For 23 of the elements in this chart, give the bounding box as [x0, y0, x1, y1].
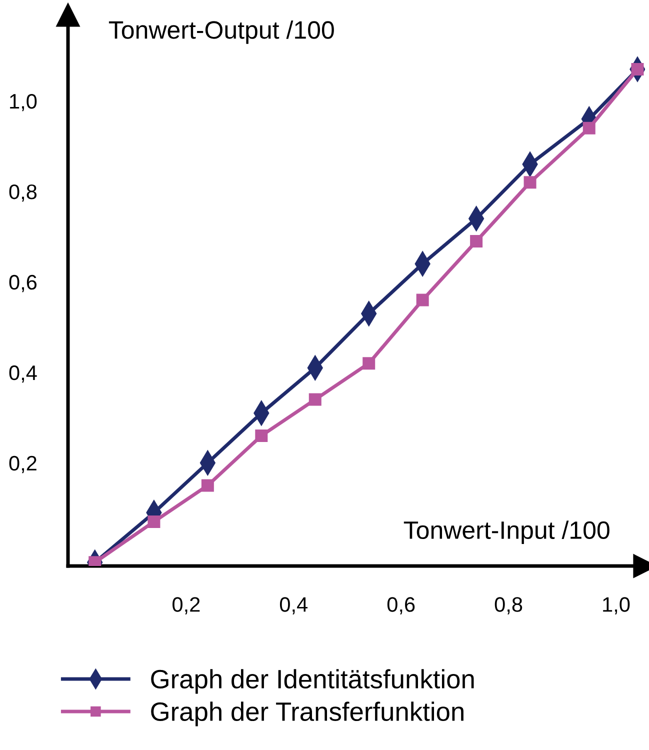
y-tick-label: 1,0	[10, 94, 37, 112]
point	[255, 429, 268, 442]
x-tick-label: 0,8	[494, 597, 522, 614]
x-axis-title: Tonwert-Input /100	[404, 520, 610, 544]
x-tick-label: 1,0	[603, 597, 630, 614]
legend-label: Graph der Identitätsfunktion	[151, 669, 474, 694]
point	[201, 479, 214, 492]
point	[416, 294, 429, 306]
x-tick-label: 0,2	[172, 597, 200, 614]
x-tick-label: 0,6	[387, 597, 415, 614]
y-tick-label: 0,2	[9, 456, 36, 474]
point	[148, 515, 160, 528]
y-tick-label: 0,6	[9, 274, 37, 292]
point	[524, 176, 536, 189]
point	[308, 393, 322, 406]
x-tick-label: 0,4	[280, 597, 308, 614]
y-tick-label: 0,8	[9, 184, 37, 202]
point	[362, 357, 376, 370]
point	[582, 122, 596, 134]
y-tick-label: 0,4	[9, 365, 37, 383]
legend-label: Graph der Transferfunktion	[151, 702, 464, 726]
point	[470, 234, 483, 248]
y-axis-title: Tonwert-Output /100	[108, 20, 334, 44]
